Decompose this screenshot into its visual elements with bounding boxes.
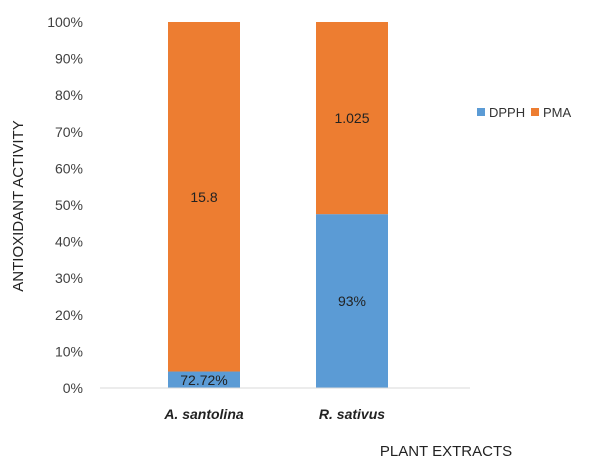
- x-category-label: R. sativus: [319, 406, 385, 422]
- data-label-dpph-2: 93%: [338, 293, 366, 309]
- data-label-dpph-1: 72.72%: [180, 372, 227, 388]
- y-tick-label: 80%: [55, 87, 83, 103]
- y-axis-title: ANTIOXIDANT ACTIVITY: [10, 120, 27, 291]
- x-axis-title: PLANT EXTRACTS: [380, 443, 512, 460]
- y-tick-label: 90%: [55, 51, 83, 67]
- y-tick-label: 20%: [55, 307, 83, 323]
- data-labels: 72.72% 15.8 93% 1.025: [180, 110, 369, 388]
- y-tick-label: 60%: [55, 160, 83, 176]
- legend-swatch-pma: [531, 108, 539, 116]
- y-tick-label: 30%: [55, 270, 83, 286]
- legend-swatch-dpph: [477, 108, 485, 116]
- y-tick-label: 10%: [55, 343, 83, 359]
- legend-label-pma: PMA: [543, 105, 572, 120]
- bars-group: [168, 22, 388, 388]
- data-label-pma-1: 15.8: [190, 189, 217, 205]
- bar-pma-1: [168, 22, 240, 372]
- bar-dpph-1: [168, 371, 240, 388]
- x-axis-category-labels: A. santolina R. sativus: [163, 406, 385, 422]
- x-category-label: A. santolina: [163, 406, 244, 422]
- y-axis-ticks: 0% 10% 20% 30% 40% 50% 60% 70% 80% 90% 100%: [47, 14, 83, 396]
- y-tick-label: 100%: [47, 14, 83, 30]
- bar-pma-2: [316, 22, 388, 215]
- legend: DPPH PMA: [477, 105, 572, 120]
- data-label-pma-2: 1.025: [334, 110, 369, 126]
- y-tick-label: 40%: [55, 234, 83, 250]
- y-tick-label: 0%: [63, 380, 83, 396]
- legend-label-dpph: DPPH: [489, 105, 525, 120]
- y-tick-label: 70%: [55, 124, 83, 140]
- bar-dpph-2: [316, 214, 388, 388]
- y-tick-label: 50%: [55, 197, 83, 213]
